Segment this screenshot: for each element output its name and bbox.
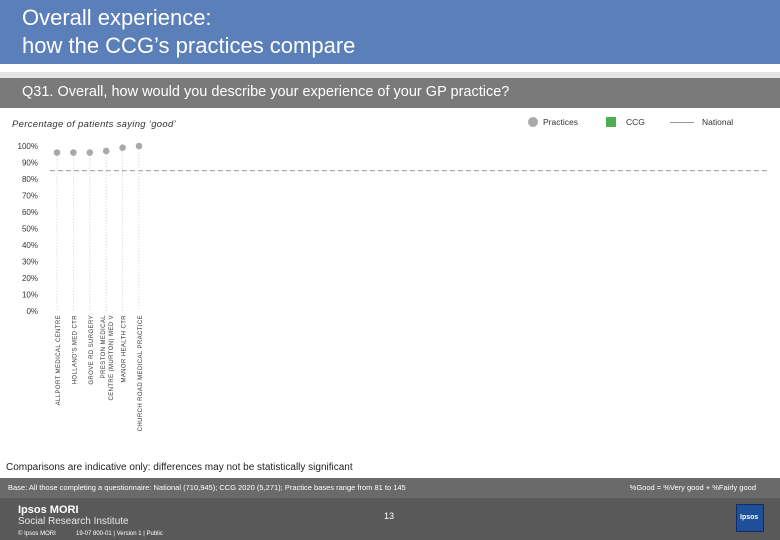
y-tick-label: 100% xyxy=(18,142,38,151)
y-tick-label: 20% xyxy=(22,274,38,283)
chart-subtitle: Percentage of patients saying ‘good’ xyxy=(12,119,176,130)
page-number: 13 xyxy=(384,511,395,521)
y-tick-label: 80% xyxy=(22,175,38,184)
page-title: Overall experience: how the CCG’s practi… xyxy=(22,4,355,60)
practice-dot xyxy=(53,149,61,156)
y-tick-label: 60% xyxy=(22,208,38,217)
legend-item-ccg: CCG xyxy=(606,117,645,127)
practice-label: ALLPORT MEDICAL CENTRE xyxy=(56,315,62,405)
legend-label-practices: Practices xyxy=(543,117,578,127)
practice-dot xyxy=(70,149,77,156)
y-tick-label: 0% xyxy=(26,307,38,316)
practice-label: MANOR HEALTH CTR xyxy=(122,315,128,383)
ipsos-logo-icon: Ipsos xyxy=(736,504,764,532)
sri-logo-text: Social Research Institute xyxy=(18,516,129,527)
y-tick-label: 70% xyxy=(22,192,38,201)
y-tick-label: 40% xyxy=(22,241,38,250)
ccg-square-icon xyxy=(606,117,616,127)
national-line-icon xyxy=(670,121,694,123)
ipsos-logo-label: Ipsos xyxy=(740,514,759,521)
practice-dot-icon xyxy=(528,117,538,127)
ipsos-logo-text: Ipsos MORI xyxy=(18,504,79,516)
practice-label: GROVE RD SURGERY xyxy=(89,315,95,385)
y-tick-label: 30% xyxy=(22,258,38,267)
comparisons-note: Comparisons are indicative only: differe… xyxy=(6,462,353,473)
y-tick-label: 50% xyxy=(22,225,38,234)
practices-chart: 0% 10% 20% 30% 40% 50% 60% 70% 80% 90% 100% ALLPORT… xyxy=(18,142,770,431)
practice-label: HOLLAND'S MED CTR xyxy=(72,315,78,385)
question-text: Q31. Overall, how would you describe you… xyxy=(22,84,510,100)
practice-label: PRESTON MEDICAL xyxy=(101,315,107,378)
y-tick-label: 10% xyxy=(22,291,38,300)
y-tick-label: 90% xyxy=(22,159,38,168)
footer: Base: All those completing a questionnai… xyxy=(0,478,780,540)
practice-dot xyxy=(119,144,126,151)
question-banner: Q31. Overall, how would you describe you… xyxy=(0,72,780,108)
page-title-line-1: Overall experience: xyxy=(22,5,212,30)
practice-label: CHURCH ROAD MEDICAL PRACTICE xyxy=(138,315,144,431)
base-text: Base: All those completing a questionnai… xyxy=(8,483,406,492)
legend-label-ccg: CCG xyxy=(626,117,645,127)
page-title-line-2: how the CCG’s practices compare xyxy=(22,33,356,58)
practice-label: CENTRE (MURTON) MED V xyxy=(109,315,115,401)
practice-dot xyxy=(135,142,143,150)
practice-dot xyxy=(86,149,94,156)
practice-dot xyxy=(102,147,110,155)
title-banner: Overall experience: how the CCG’s practi… xyxy=(0,0,780,64)
legend-item-national: National xyxy=(670,117,733,127)
copyright: © Ipsos MORI xyxy=(18,531,56,537)
legend-item-practices: Practices xyxy=(528,117,578,127)
legend-label-national: National xyxy=(702,117,734,127)
base-bar: Base: All those completing a questionnai… xyxy=(0,478,780,498)
good-definition: %Good = %Very good + %Fairly good xyxy=(629,483,756,492)
job-reference: 19-07 800-01 | Version 1 | Public xyxy=(76,531,163,537)
